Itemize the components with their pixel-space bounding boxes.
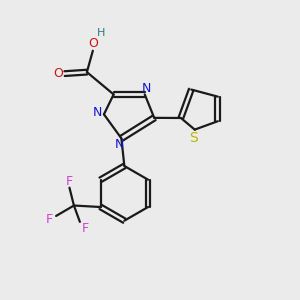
Text: H: H <box>97 28 105 38</box>
Text: S: S <box>189 130 198 145</box>
Text: F: F <box>46 213 53 226</box>
Text: N: N <box>93 106 102 119</box>
Text: N: N <box>142 82 151 95</box>
Text: O: O <box>88 37 98 50</box>
Text: O: O <box>53 67 63 80</box>
Text: F: F <box>65 175 72 188</box>
Text: F: F <box>82 222 89 235</box>
Text: N: N <box>115 138 124 152</box>
